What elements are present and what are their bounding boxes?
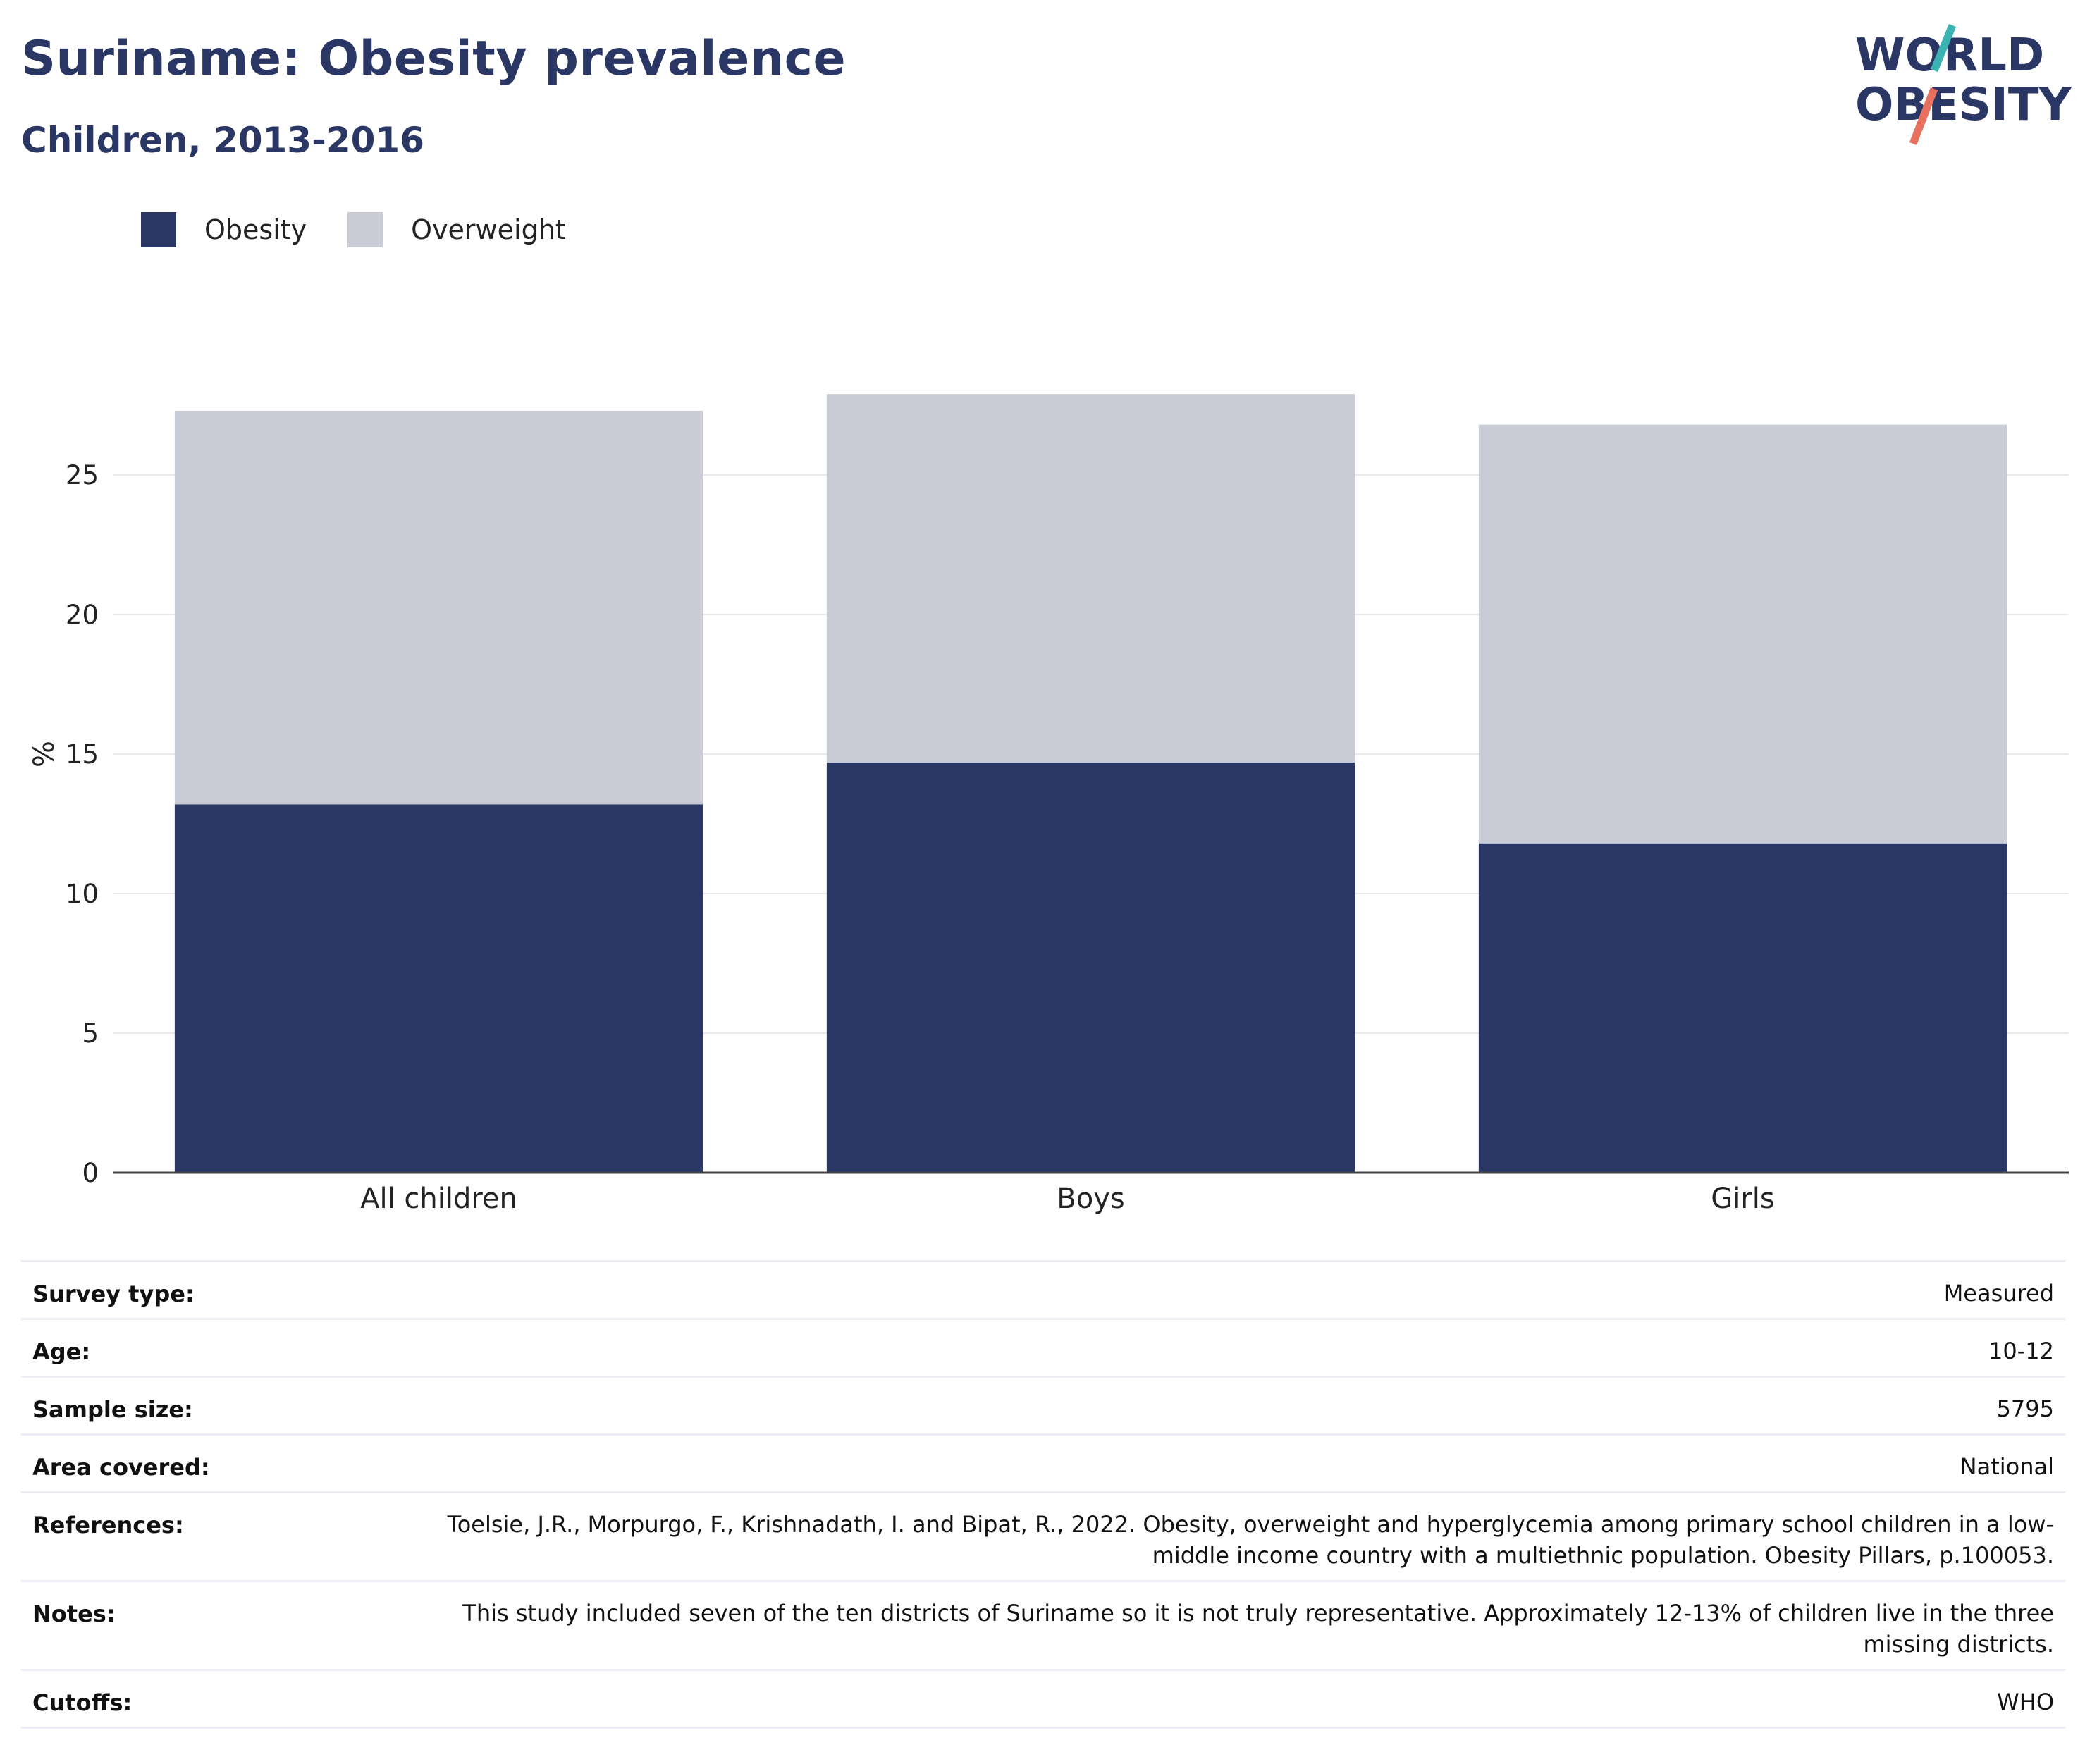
row-label-age: Age:	[21, 1318, 396, 1377]
legend-swatch-obesity	[141, 212, 176, 247]
table-row: Survey type: Measured	[21, 1260, 2065, 1319]
world-obesity-logo: WORLD OBESITY	[1855, 23, 2072, 145]
bar-overweight-girls	[1478, 424, 2007, 844]
y-tick-label-10: 10	[66, 879, 99, 909]
logo-word-obesity: OBESITY	[1855, 79, 2072, 131]
page-title: Suriname: Obesity prevalence	[21, 31, 847, 87]
row-value-survey-type: Measured	[396, 1260, 2065, 1319]
row-label-sample-size: Sample size:	[21, 1376, 396, 1435]
y-tick-label-5: 5	[82, 1018, 99, 1049]
table-row: References: Toelsie, J.R., Morpurgo, F.,…	[21, 1491, 2065, 1581]
bar-overweight-boys	[826, 394, 1355, 763]
bar-obesity-boys	[826, 762, 1355, 1173]
legend-label-obesity: Obesity	[204, 214, 307, 245]
y-axis-label: %	[28, 741, 61, 767]
table-row: Sample size: 5795	[21, 1376, 2065, 1435]
legend-item-overweight[interactable]: Overweight	[348, 212, 566, 247]
row-label-cutoffs: Cutoffs:	[21, 1669, 396, 1729]
logo-slash-teal	[1930, 23, 1957, 73]
y-tick-label-15: 15	[66, 739, 99, 770]
legend-label-overweight: Overweight	[411, 214, 566, 245]
row-value-references: Toelsie, J.R., Morpurgo, F., Krishnadath…	[396, 1491, 2065, 1581]
survey-details-table: Survey type: Measured Age: 10-12 Sample …	[21, 1260, 2065, 1729]
legend-swatch-overweight	[348, 212, 383, 247]
y-tick-label-0: 0	[82, 1158, 99, 1188]
table-row: Cutoffs: WHO	[21, 1669, 2065, 1729]
bar-obesity-all-children	[174, 804, 703, 1173]
stacked-bar-chart: 0 5 10 15 20 25% All children Boys Girls	[28, 394, 2069, 1215]
row-label-notes: Notes:	[21, 1580, 396, 1670]
row-value-notes: This study included seven of the ten dis…	[396, 1580, 2065, 1670]
bar-obesity-girls	[1478, 843, 2007, 1173]
table-row: Notes: This study included seven of the …	[21, 1580, 2065, 1670]
row-label-survey-type: Survey type:	[21, 1260, 396, 1319]
row-value-sample-size: 5795	[396, 1376, 2065, 1435]
bar-overweight-all-children	[174, 410, 703, 805]
y-tick-label-20: 20	[66, 600, 99, 630]
row-label-area-covered: Area covered:	[21, 1433, 396, 1493]
row-value-age: 10-12	[396, 1318, 2065, 1377]
logo-slash-coral	[1909, 87, 1938, 145]
table-row: Age: 10-12	[21, 1318, 2065, 1377]
page-subtitle: Children, 2013-2016	[21, 120, 424, 161]
table-row: Area covered: National	[21, 1433, 2065, 1493]
row-value-cutoffs: WHO	[396, 1669, 2065, 1729]
row-value-area-covered: National	[396, 1433, 2065, 1493]
x-tick-label-boys: Boys	[1057, 1183, 1124, 1215]
row-label-references: References:	[21, 1491, 396, 1581]
legend-item-obesity[interactable]: Obesity	[141, 212, 307, 247]
x-tick-label-girls: Girls	[1711, 1183, 1775, 1215]
chart-legend: Obesity Overweight	[141, 210, 607, 249]
x-tick-label-all-children: All children	[360, 1183, 517, 1215]
y-tick-label-25: 25	[66, 460, 99, 491]
